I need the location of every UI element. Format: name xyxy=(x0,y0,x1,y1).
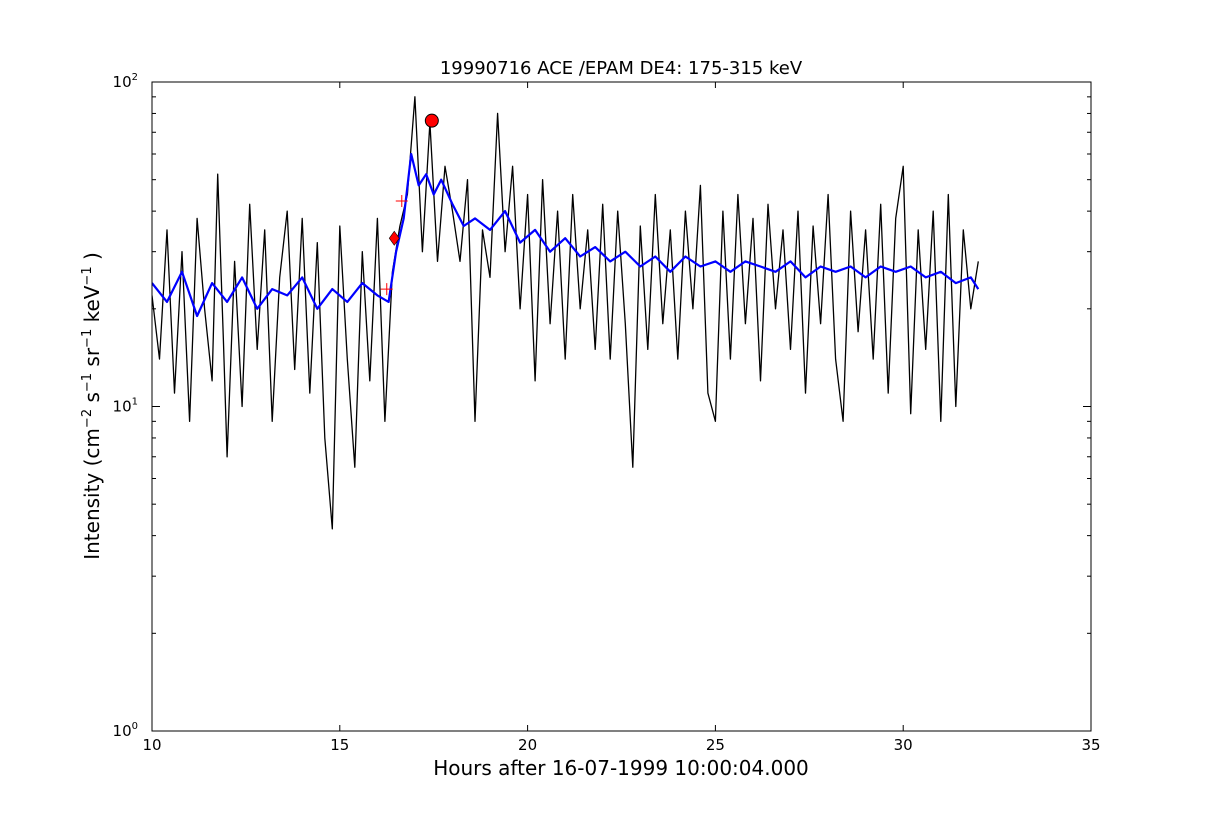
marker-plus-3 xyxy=(395,194,408,207)
marker-plus-2 xyxy=(380,283,393,296)
series-line-smoothed xyxy=(152,152,980,318)
y-axis-label-exp-2: −1 xyxy=(80,373,95,392)
y-tick-label-10: 101 xyxy=(113,397,138,416)
y-tick-label-1: 100 xyxy=(113,721,138,740)
plot-data-layer xyxy=(152,96,980,530)
x-tick-label-35: 35 xyxy=(1081,736,1100,754)
y-axis-label-kev: keV xyxy=(80,285,104,329)
y-axis-label-lead: Intensity (cm xyxy=(80,428,104,560)
x-tick-label-15: 15 xyxy=(330,736,349,754)
y-axis-label: Intensity (cm−2 s−1 sr−1 keV−1 ) xyxy=(80,252,104,560)
plot-frame xyxy=(151,81,1092,732)
y-axis-label-sr: sr xyxy=(80,347,104,373)
chart-title: 19990716 ACE /EPAM DE4: 175-315 keV xyxy=(440,58,803,79)
x-axis-label: Hours after 16-07-1999 10:00:04.000 xyxy=(433,756,809,780)
y-tick-label-100: 102 xyxy=(113,72,138,91)
y-axis-label-exp-1: −2 xyxy=(80,409,95,428)
x-tick-label-10: 10 xyxy=(142,736,161,754)
marker-circle-1 xyxy=(424,113,439,128)
tick-layer: 10 15 20 25 30 35 100 101 102 xyxy=(113,72,1101,754)
y-axis-label-tail: ) xyxy=(80,252,104,266)
x-tick-label-20: 20 xyxy=(518,736,537,754)
series-line-raw xyxy=(152,96,979,530)
marker-diamond-0 xyxy=(388,230,400,246)
y-axis-label-s: s xyxy=(80,392,104,409)
y-axis-label-exp-3: −1 xyxy=(80,329,95,348)
x-tick-label-30: 30 xyxy=(894,736,913,754)
y-axis-label-exp-4: −1 xyxy=(80,266,95,285)
x-tick-label-25: 25 xyxy=(706,736,725,754)
